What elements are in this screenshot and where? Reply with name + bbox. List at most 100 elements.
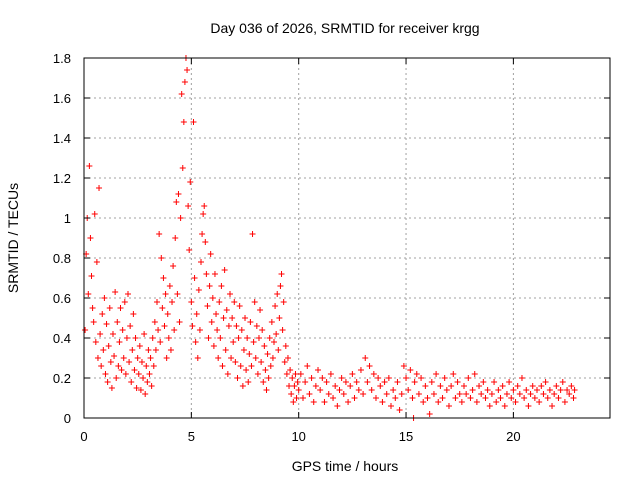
data-point	[94, 355, 101, 361]
data-point	[570, 395, 577, 401]
data-point	[275, 347, 282, 353]
data-point	[315, 367, 322, 373]
data-point	[377, 383, 384, 389]
data-point	[287, 367, 294, 373]
data-point	[394, 379, 401, 385]
data-point	[167, 347, 174, 353]
data-point	[147, 355, 154, 361]
data-point	[140, 375, 147, 381]
data-point	[362, 355, 369, 361]
data-point	[218, 283, 225, 289]
data-point	[136, 343, 143, 349]
data-point	[231, 299, 238, 305]
data-point	[480, 379, 487, 385]
data-point	[162, 291, 169, 297]
data-point	[106, 305, 113, 311]
data-point	[379, 399, 386, 405]
data-point	[523, 387, 530, 393]
x-tick-label: 15	[399, 429, 413, 444]
data-point	[293, 395, 300, 401]
data-point	[234, 375, 241, 381]
data-point	[207, 251, 214, 257]
data-point	[155, 327, 162, 333]
data-point	[508, 395, 515, 401]
data-point	[125, 291, 132, 297]
data-point	[146, 371, 153, 377]
data-point	[175, 191, 182, 197]
data-point	[375, 375, 382, 381]
data-point	[385, 375, 392, 381]
data-point	[232, 359, 239, 365]
data-point	[546, 387, 553, 393]
data-point	[192, 339, 199, 345]
data-point	[268, 319, 275, 325]
data-point	[85, 291, 92, 297]
data-point	[525, 403, 532, 409]
data-point	[448, 383, 455, 389]
data-point	[542, 379, 549, 385]
data-point	[262, 367, 269, 373]
data-point	[216, 299, 223, 305]
data-point	[396, 407, 403, 413]
data-point	[126, 359, 133, 365]
data-point	[116, 339, 123, 345]
data-point	[97, 331, 104, 337]
data-point	[540, 391, 547, 397]
data-point	[174, 291, 181, 297]
data-point	[128, 379, 135, 385]
data-point	[190, 119, 197, 125]
data-point	[107, 359, 114, 365]
data-point	[364, 379, 371, 385]
data-point	[242, 315, 249, 321]
data-point	[336, 387, 343, 393]
data-point	[266, 335, 273, 341]
chart-title: Day 036 of 2026, SRMTID for receiver krg…	[210, 20, 479, 36]
data-point	[209, 295, 216, 301]
data-point	[435, 399, 442, 405]
data-point	[415, 391, 422, 397]
data-point	[152, 347, 159, 353]
data-point	[458, 399, 465, 405]
data-point	[510, 387, 517, 393]
data-point	[149, 335, 156, 341]
y-tick-label: 1	[64, 211, 71, 226]
data-point	[172, 235, 179, 241]
data-point	[230, 339, 237, 345]
data-point	[236, 303, 243, 309]
data-point	[527, 391, 534, 397]
data-point	[501, 403, 508, 409]
data-point	[366, 363, 373, 369]
data-point	[283, 371, 290, 377]
y-tick-label: 0.4	[53, 331, 71, 346]
data-point	[239, 383, 246, 389]
data-point	[228, 355, 235, 361]
data-point	[142, 391, 149, 397]
data-point	[208, 319, 215, 325]
data-point	[368, 387, 375, 393]
data-point	[495, 387, 502, 393]
data-point	[98, 363, 105, 369]
data-point	[200, 211, 207, 217]
data-point	[178, 91, 185, 97]
data-point	[254, 371, 261, 377]
data-point	[276, 315, 283, 321]
data-point	[430, 391, 437, 397]
data-point	[186, 247, 193, 253]
data-point	[226, 291, 233, 297]
x-tick-label: 20	[506, 429, 520, 444]
data-point	[144, 379, 151, 385]
data-point	[437, 383, 444, 389]
data-point	[392, 395, 399, 401]
data-point	[237, 363, 244, 369]
data-point	[317, 387, 324, 393]
data-point	[112, 289, 119, 295]
data-point	[327, 371, 334, 377]
data-point	[281, 359, 288, 365]
data-point	[529, 383, 536, 389]
data-point	[557, 387, 564, 393]
data-point	[194, 355, 201, 361]
data-point	[189, 323, 196, 329]
data-point	[181, 79, 188, 85]
data-point	[274, 291, 281, 297]
y-tick-label: 1.4	[53, 131, 71, 146]
